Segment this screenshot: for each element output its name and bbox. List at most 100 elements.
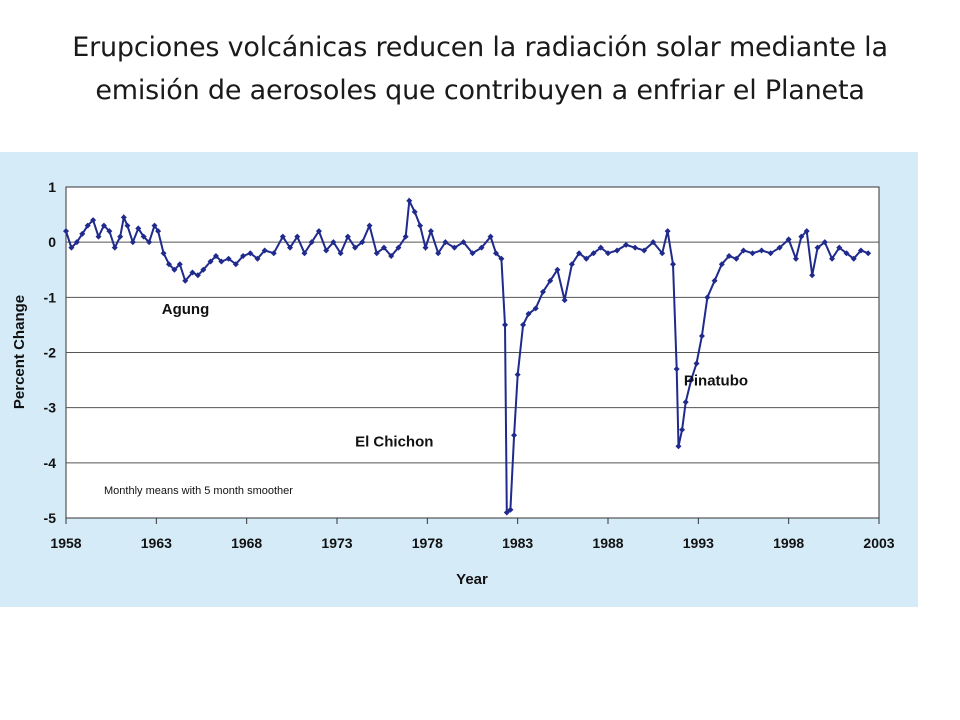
data-point [614,247,621,254]
data-point [247,250,254,257]
data-point [836,244,843,251]
x-tick-label: 1978 [412,535,443,551]
x-tick-label: 1993 [683,535,714,551]
data-point [352,244,359,251]
slide-title: Erupciones volcánicas reducen la radiaci… [72,32,888,106]
data-point [442,239,449,246]
data-point [176,261,183,268]
data-point [90,217,97,224]
data-point [218,258,225,265]
data-point [200,266,207,273]
data-point [287,244,294,251]
data-point [561,297,568,304]
data-point [212,252,219,259]
data-point [460,239,467,246]
data-point [664,228,671,235]
x-tick-labels: 1958 1963 1968 1973 1978 1983 1988 1993 1998 2003 [50,518,895,551]
data-point [767,250,774,257]
data-point [63,228,69,235]
x-tick-label: 1958 [50,535,81,551]
data-point [623,241,630,248]
chart-svg: 1 0 -1 -2 -3 -4 -5 1958 1963 1968 1973 1978 1983 198… [11,179,895,588]
data-point [520,321,527,328]
y-tick-label: -4 [44,455,57,471]
gridlines [66,241,879,464]
y-axis-title: Percent Change [11,295,28,409]
data-point [140,233,147,240]
data-point [373,250,380,257]
data-point [435,250,442,257]
data-point [402,233,409,240]
data-point [682,399,689,406]
data-point [498,255,505,262]
annotation-label: Pinatubo [684,373,748,390]
data-point [261,247,268,254]
data-point [576,250,583,257]
data-point [679,426,686,433]
data-point [502,321,509,328]
data-point [308,239,315,246]
data-point [785,236,792,243]
data-point [857,247,864,254]
data-point [503,509,510,516]
data-point [568,261,575,268]
data-point [675,443,682,450]
data-point [698,332,705,339]
data-point [68,244,75,251]
x-tick-label: 1973 [321,535,352,551]
x-tick-label: 1968 [231,535,262,551]
x-tick-label: 2003 [863,535,894,551]
data-point [95,233,102,240]
data-point [315,228,322,235]
y-tick-label: 0 [48,234,56,250]
data-point [359,239,366,246]
data-point [135,225,142,232]
data-point [632,244,639,251]
data-point [270,250,277,257]
data-point [605,250,611,257]
data-point [829,255,836,262]
data-point [740,247,747,254]
annotations: Agung El Chichon Pinatubo [162,301,748,450]
data-point [554,266,561,273]
data-point [207,258,214,265]
data-point [388,252,395,259]
data-point [155,228,162,235]
data-point [758,247,765,254]
data-point [165,261,172,268]
data-point [792,255,799,262]
data-point [182,277,189,284]
data-point [73,239,80,246]
data-point [583,255,590,262]
data-point [547,277,554,284]
data-point [814,244,821,251]
data-point [395,244,402,251]
annotation-label: El Chichon [355,433,433,450]
data-point [650,239,657,246]
y-tick-label: 1 [48,179,56,195]
data-point [106,228,113,235]
data-point [507,506,514,513]
data-point [240,252,247,259]
x-tick-label: 1963 [141,535,172,551]
annotation-label: Agung [162,301,209,318]
data-point [511,432,518,439]
data-point [749,250,756,257]
data-point [641,247,648,254]
data-point [492,250,499,257]
data-point [843,250,850,257]
data-points [63,197,872,516]
data-point [160,250,167,257]
data-point [821,239,828,246]
data-point [129,239,136,246]
data-point [225,255,232,262]
data-point [194,272,201,279]
x-tick-label: 1983 [502,535,533,551]
data-point [330,239,337,246]
data-point [532,305,539,312]
y-tick-label: -2 [44,345,57,361]
data-point [865,250,872,257]
x-tick-label: 1988 [592,535,623,551]
data-point [232,261,239,268]
data-point [711,277,718,284]
